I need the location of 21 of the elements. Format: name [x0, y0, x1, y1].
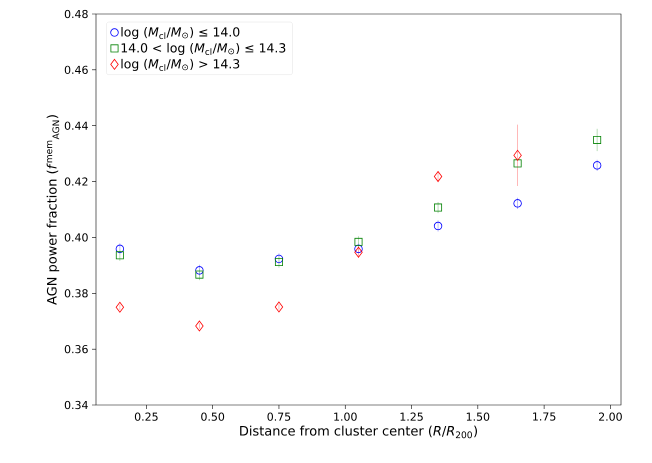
y-tick-label: 0.40 [64, 233, 88, 242]
y-tick-label: 0.46 [64, 66, 88, 74]
x-tick-label: 0.25 [134, 412, 158, 421]
x-tick-label: 2.00 [598, 412, 622, 421]
y-tick-label: 0.38 [64, 289, 88, 298]
x-tick-label: 1.75 [533, 412, 556, 421]
x-tick-label: 1.00 [334, 412, 357, 421]
y-tick-label: 0.42 [64, 177, 88, 186]
y-tick-label: 0.48 [64, 10, 88, 18]
legend-label: 14.0 < log (M$_{cl}$/M$_{⊙}$) ≤ 14.3 [122, 42, 286, 56]
x-tick-label: 1.50 [466, 412, 490, 421]
x-tick-label: 0.50 [201, 412, 224, 421]
legend-label: log (M$_{cl}$/M$_{⊙}$) ≤ 14.0 [121, 26, 240, 40]
y-tick-label: 0.36 [64, 345, 88, 354]
y-tick-label: 0.44 [64, 122, 88, 130]
y-axis-title: AGN power fraction (f$^{mem}$$_{AGN}$) [46, 115, 60, 305]
x-axis-title: Distance from cluster center (R/R$_{200}$) [240, 426, 477, 438]
y-tick-label: 0.34 [64, 400, 88, 410]
x-tick-label: 1.25 [400, 412, 423, 421]
legend-label: log (M$_{cl}$/M$_{⊙}$) > 14.3 [121, 58, 240, 71]
x-tick-label: 0.75 [267, 412, 290, 421]
